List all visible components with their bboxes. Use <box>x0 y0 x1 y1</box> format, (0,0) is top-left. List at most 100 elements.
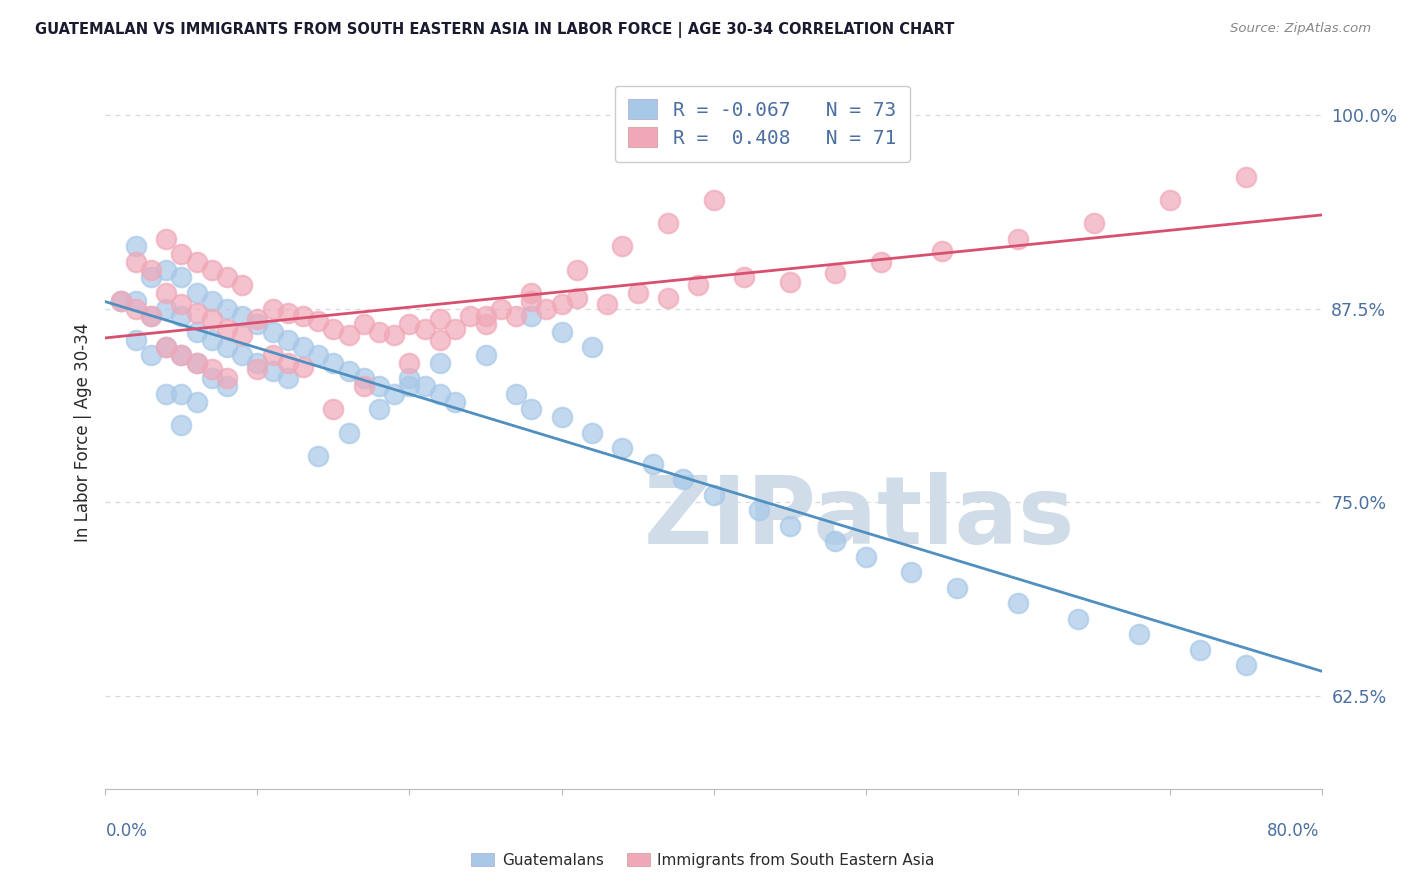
Point <box>231 278 253 293</box>
Point <box>170 387 193 401</box>
Point <box>246 317 269 331</box>
Point <box>520 285 543 300</box>
Point <box>337 327 360 342</box>
Point <box>170 348 193 362</box>
Point <box>429 312 451 326</box>
Point <box>262 363 284 377</box>
Point <box>900 566 922 580</box>
Point <box>322 356 344 370</box>
Point <box>855 549 877 564</box>
Point <box>155 262 177 277</box>
Point <box>170 247 193 261</box>
Point <box>520 402 543 417</box>
Point <box>170 270 193 285</box>
Point <box>277 371 299 385</box>
Point <box>186 306 208 320</box>
Point <box>353 379 375 393</box>
Point <box>733 270 755 285</box>
Point <box>201 333 224 347</box>
Point <box>186 255 208 269</box>
Point <box>779 518 801 533</box>
Point <box>292 310 315 324</box>
Point <box>139 310 162 324</box>
Point <box>337 425 360 440</box>
Point <box>368 402 391 417</box>
Legend: R = -0.067   N = 73, R =  0.408   N = 71: R = -0.067 N = 73, R = 0.408 N = 71 <box>614 86 910 161</box>
Point <box>322 321 344 335</box>
Point <box>520 293 543 308</box>
Point <box>657 216 679 230</box>
Point <box>368 325 391 339</box>
Point <box>398 317 420 331</box>
Point <box>277 306 299 320</box>
Point <box>186 356 208 370</box>
Point <box>1067 612 1090 626</box>
Point <box>382 327 405 342</box>
Point <box>612 239 634 253</box>
Point <box>125 255 148 269</box>
Point <box>217 340 239 354</box>
Point <box>702 193 725 207</box>
Text: 80.0%: 80.0% <box>1267 822 1319 840</box>
Point <box>155 301 177 316</box>
Point <box>779 275 801 289</box>
Point <box>125 301 148 316</box>
Point <box>307 314 329 328</box>
Point <box>1159 193 1181 207</box>
Point <box>186 394 208 409</box>
Point <box>596 297 619 311</box>
Point <box>170 348 193 362</box>
Text: Source: ZipAtlas.com: Source: ZipAtlas.com <box>1230 22 1371 36</box>
Point <box>186 325 208 339</box>
Point <box>277 333 299 347</box>
Point <box>201 371 224 385</box>
Point <box>581 425 603 440</box>
Text: ZIPatlas: ZIPatlas <box>644 472 1076 565</box>
Point <box>931 244 953 259</box>
Point <box>110 293 132 308</box>
Point <box>869 255 891 269</box>
Point <box>945 581 967 595</box>
Point <box>170 297 193 311</box>
Point <box>398 371 420 385</box>
Point <box>337 363 360 377</box>
Point <box>217 301 239 316</box>
Point <box>217 379 239 393</box>
Point <box>307 449 329 463</box>
Point <box>382 387 405 401</box>
Point <box>1234 169 1257 184</box>
Point <box>474 310 496 324</box>
Point <box>489 301 512 316</box>
Point <box>139 262 162 277</box>
Point <box>474 317 496 331</box>
Point <box>155 387 177 401</box>
Point <box>231 348 253 362</box>
Point <box>353 371 375 385</box>
Point <box>307 348 329 362</box>
Point <box>246 312 269 326</box>
Point <box>262 301 284 316</box>
Point <box>444 394 467 409</box>
Point <box>688 278 710 293</box>
Point <box>565 262 588 277</box>
Point <box>1083 216 1105 230</box>
Point <box>231 310 253 324</box>
Point <box>550 297 572 311</box>
Text: GUATEMALAN VS IMMIGRANTS FROM SOUTH EASTERN ASIA IN LABOR FORCE | AGE 30-34 CORR: GUATEMALAN VS IMMIGRANTS FROM SOUTH EAST… <box>35 22 955 38</box>
Point <box>217 321 239 335</box>
Point <box>110 293 132 308</box>
Point <box>612 441 634 455</box>
Point <box>125 333 148 347</box>
Point <box>139 348 162 362</box>
Point <box>231 327 253 342</box>
Point <box>262 325 284 339</box>
Point <box>536 301 558 316</box>
Point <box>186 285 208 300</box>
Y-axis label: In Labor Force | Age 30-34: In Labor Force | Age 30-34 <box>73 323 91 542</box>
Point <box>748 503 770 517</box>
Point <box>550 410 572 425</box>
Point <box>398 379 420 393</box>
Point <box>444 321 467 335</box>
Point <box>1007 232 1029 246</box>
Point <box>702 488 725 502</box>
